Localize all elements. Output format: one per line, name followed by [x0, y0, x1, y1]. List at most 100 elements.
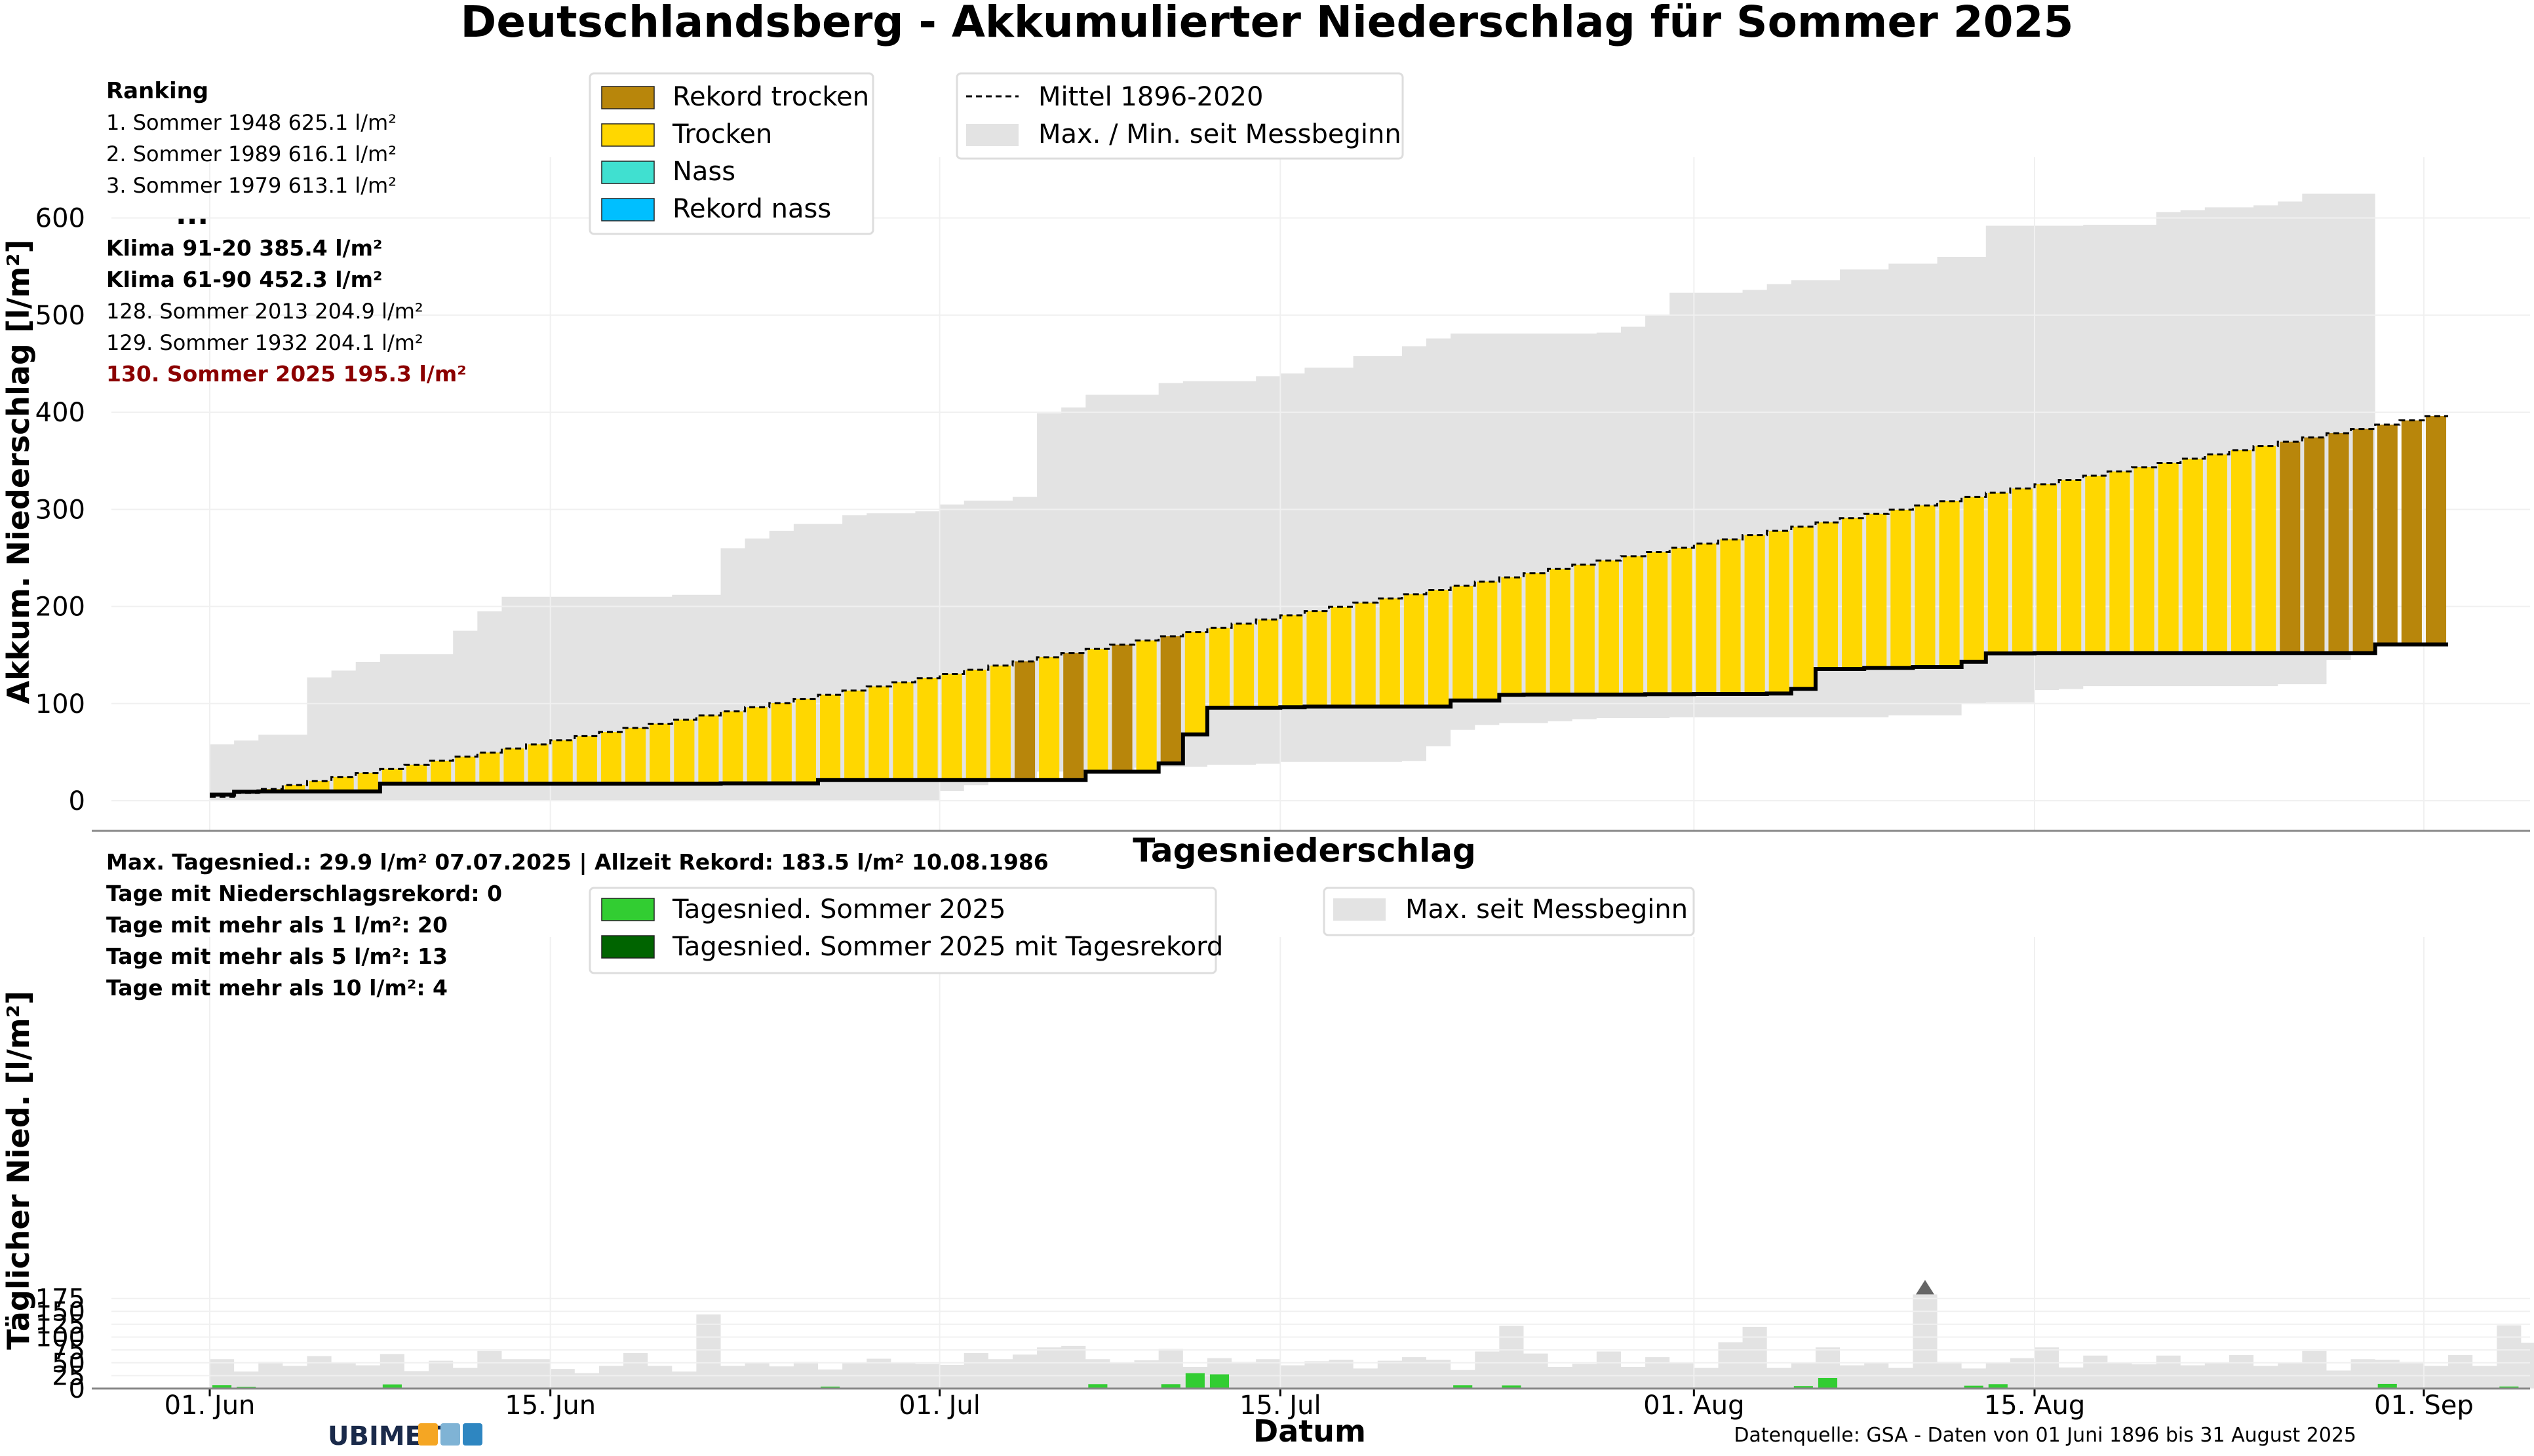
legend-top-categories: Rekord trocken Trocken Nass Rekord nass: [589, 72, 874, 235]
y-tick-label: 0: [69, 1374, 85, 1404]
y-tick-label: 50: [52, 1349, 85, 1379]
cumulative-bar: [552, 740, 573, 784]
cumulative-bar: [1987, 492, 2008, 654]
cumulative-bar: [1720, 539, 1741, 694]
cumulative-bar: [2085, 476, 2106, 653]
stat-gt5: Tage mit mehr als 5 l/m²: 13: [106, 944, 448, 969]
cumulative-bar: [917, 678, 938, 780]
legend-label-daily: Tagesnied. Sommer 2025: [672, 894, 1005, 925]
cumulative-bar: [1574, 564, 1595, 695]
chart-title: Deutschlandsberg - Akkumulierter Nieders…: [461, 0, 2074, 47]
cumulative-bar: [990, 665, 1011, 780]
legend-swatch-daily-max: [1333, 898, 1386, 921]
cumulative-bar: [528, 744, 549, 784]
daily-bar: [1209, 1374, 1230, 1389]
daily-bar: [2377, 1383, 2397, 1389]
daily-bar: [1988, 1384, 2008, 1389]
cumulative-bar: [1696, 543, 1717, 694]
cumulative-bar: [1355, 602, 1376, 707]
y-axis-label-top: Akkum. Niederschlag [l/m²]: [1, 239, 36, 704]
cumulative-bar: [1087, 649, 1108, 772]
y-tick-label: 175: [35, 1284, 85, 1314]
cumulative-bar: [1501, 577, 1522, 695]
y-tick-label: 100: [35, 689, 85, 719]
cumulative-bar: [1403, 594, 1424, 707]
cumulative-bar: [893, 682, 914, 780]
y-tick-label: 150: [35, 1297, 85, 1327]
cumulative-bar: [1306, 611, 1327, 707]
cumulative-bar: [1379, 598, 1400, 707]
ranking-3: 3. Sommer 1979 613.1 l/m²: [106, 173, 397, 198]
cumulative-bar: [1452, 586, 1473, 701]
daily-bar: [1453, 1385, 1473, 1389]
cumulative-bar: [868, 686, 889, 780]
cumulative-bar: [479, 752, 500, 784]
cumulative-bar: [381, 769, 402, 784]
cumulative-bar: [1234, 623, 1255, 708]
legend-label-daily-record: Tagesnied. Sommer 2025 mit Tagesrekord: [672, 932, 1223, 962]
cumulative-bar: [1890, 509, 1911, 668]
cumulative-bar: [795, 699, 816, 784]
y-tick-label: 100: [35, 1323, 85, 1353]
ranking-2: 2. Sommer 1989 616.1 l/m²: [106, 142, 397, 166]
cumulative-bar: [1112, 644, 1133, 772]
cumulative-bar: [1477, 581, 1498, 701]
cumulative-bar: [357, 773, 378, 792]
legend-swatch-envelope: [966, 124, 1019, 146]
y-tick-label: 75: [52, 1335, 85, 1366]
cumulative-bar: [2182, 459, 2203, 653]
cumulative-bar: [1915, 505, 1936, 668]
cumulative-bar: [2109, 471, 2130, 653]
y-tick-label: 300: [35, 495, 85, 525]
legend-swatch-trocken: [601, 123, 655, 147]
stat-gt10: Tage mit mehr als 10 l/m²: 4: [106, 975, 448, 1001]
cumulative-bar: [2280, 442, 2301, 653]
x-tick-label: 01. Sep: [2374, 1390, 2474, 1421]
cumulative-bar: [2328, 433, 2349, 653]
cumulative-bar: [2231, 450, 2252, 653]
legend-label-daily-max: Max. seit Messbeginn: [1405, 894, 1688, 925]
cumulative-bar: [2206, 454, 2227, 653]
stat-max: Max. Tagesnied.: 29.9 l/m² 07.07.2025 | …: [106, 849, 1049, 875]
cumulative-bar: [1842, 518, 1863, 670]
cumulative-bar: [965, 670, 986, 780]
cumulative-bar: [1525, 573, 1546, 695]
cumulative-bar: [2158, 463, 2179, 653]
cumulative-bar: [1866, 514, 1887, 668]
legend-swatch-rekord-trocken: [601, 86, 655, 109]
cumulative-bar: [1622, 556, 1644, 695]
cumulative-bar: [1160, 636, 1181, 764]
cumulative-bar: [284, 785, 305, 792]
cumulative-bar: [2255, 446, 2276, 653]
legend-label-mean: Mittel 1896-2020: [1038, 82, 1263, 112]
cumulative-bar: [2377, 425, 2398, 645]
ranking-1: 1. Sommer 1948 625.1 l/m²: [106, 110, 397, 135]
ranking-header: Ranking: [106, 78, 208, 104]
y-axis-label-bottom: Täglicher Nied. [l/m²]: [1, 991, 36, 1350]
legend-label-rekord-nass: Rekord nass: [672, 194, 831, 224]
cumulative-bar: [698, 715, 719, 784]
ranking-128: 128. Sommer 2013 204.9 l/m²: [106, 299, 423, 324]
y-tick-label: 400: [35, 398, 85, 428]
daily-bar: [382, 1384, 402, 1389]
cumulative-bar: [309, 780, 330, 792]
cumulative-bar: [941, 674, 962, 780]
legend-bottom-daily: Tagesnied. Sommer 2025 Tagesnied. Sommer…: [589, 887, 1223, 974]
cumulative-bar: [1598, 560, 1619, 695]
cumulative-bars: [260, 416, 2447, 792]
daily-bar: [1088, 1384, 1108, 1389]
klima-6190: Klima 61-90 452.3 l/m²: [106, 267, 382, 292]
legend-label-rekord-trocken: Rekord trocken: [672, 82, 869, 112]
axes-top: 0 100 200 300 400 500 600: [35, 204, 2530, 832]
x-tick-label: 01. Aug: [1643, 1390, 1744, 1421]
cumulative-bar: [2401, 420, 2422, 645]
cumulative-bar: [2012, 488, 2033, 654]
x-tick-label: 01. Jul: [899, 1390, 981, 1421]
legend-label-envelope: Max. / Min. seit Messbeginn: [1038, 119, 1401, 149]
cumulative-bar: [503, 748, 524, 784]
daily-max-envelope: [210, 1294, 2534, 1389]
cumulative-bar: [1647, 552, 1668, 695]
daily-max-area: [210, 1294, 2534, 1389]
x-tick-label: 01. Jun: [165, 1390, 256, 1421]
cumulative-bar: [1063, 653, 1084, 780]
